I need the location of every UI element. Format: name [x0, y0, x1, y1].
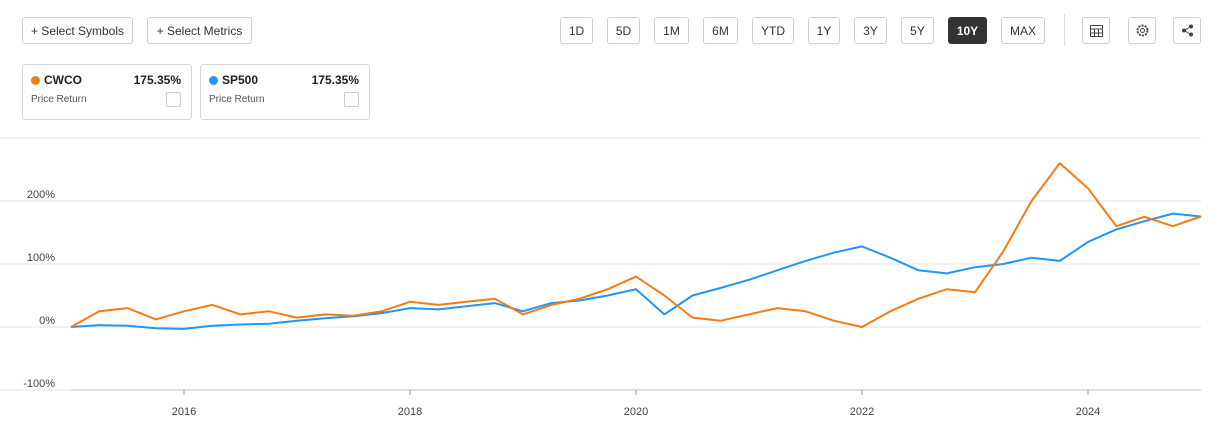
legend-label: Price Return — [31, 94, 87, 105]
table-icon — [1089, 24, 1103, 37]
range-button[interactable]: 10Y — [948, 17, 987, 44]
legend-entry: SP500 — [209, 73, 258, 87]
x-tick-label: 2018 — [398, 406, 422, 418]
legend-name: CWCO — [44, 73, 82, 87]
legend-entry: CWCO — [31, 73, 82, 87]
x-tick-label: 2016 — [172, 406, 196, 418]
y-tick-label: 100% — [27, 252, 55, 264]
legend-swatch — [31, 75, 40, 85]
range-button[interactable]: 5Y — [901, 17, 934, 44]
divider — [1064, 14, 1065, 46]
legend-name: SP500 — [222, 73, 259, 87]
legend-value: 175.35% — [311, 73, 359, 87]
legend-swatch — [209, 75, 218, 85]
y-tick-label: 0% — [39, 315, 55, 327]
x-tick-label: 2022 — [850, 406, 874, 418]
action-button[interactable]: + Select Metrics — [147, 17, 252, 44]
legend-card: CWCO 175.35% Price Return — [22, 64, 192, 120]
x-tick-label: 2024 — [1076, 406, 1100, 418]
settings-icon — [1136, 24, 1148, 37]
share-icon — [1181, 24, 1193, 37]
table-icon-button[interactable] — [1082, 17, 1110, 44]
range-button[interactable]: 1Y — [808, 17, 840, 44]
mini-chart-button[interactable] — [166, 92, 181, 107]
range-button[interactable]: 1D — [560, 17, 593, 44]
share-icon-button[interactable] — [1173, 17, 1201, 44]
range-button[interactable]: YTD — [752, 17, 794, 44]
y-tick-label: 200% — [27, 189, 55, 201]
chart: -100% 0% 100% 200% 2016 2018 2020 2022 2024 — [0, 137, 1202, 418]
mini-chart-button[interactable] — [344, 92, 359, 107]
range-button[interactable]: MAX — [1001, 17, 1045, 44]
range-button[interactable]: 5D — [607, 17, 640, 44]
legend-label: Price Return — [209, 94, 265, 105]
range-button[interactable]: 3Y — [854, 17, 887, 44]
series-line — [70, 162, 1202, 328]
y-tick-label: -100% — [23, 378, 55, 390]
range-button[interactable]: 1M — [654, 17, 689, 44]
range-button[interactable]: 6M — [703, 17, 738, 44]
settings-icon-button[interactable] — [1128, 17, 1156, 44]
legend-card: SP500 175.35% Price Return — [200, 64, 370, 120]
action-button[interactable]: + Select Symbols — [22, 17, 133, 44]
x-tick-label: 2020 — [624, 406, 648, 418]
series-line — [70, 212, 1202, 330]
legend-value: 175.35% — [133, 73, 181, 87]
